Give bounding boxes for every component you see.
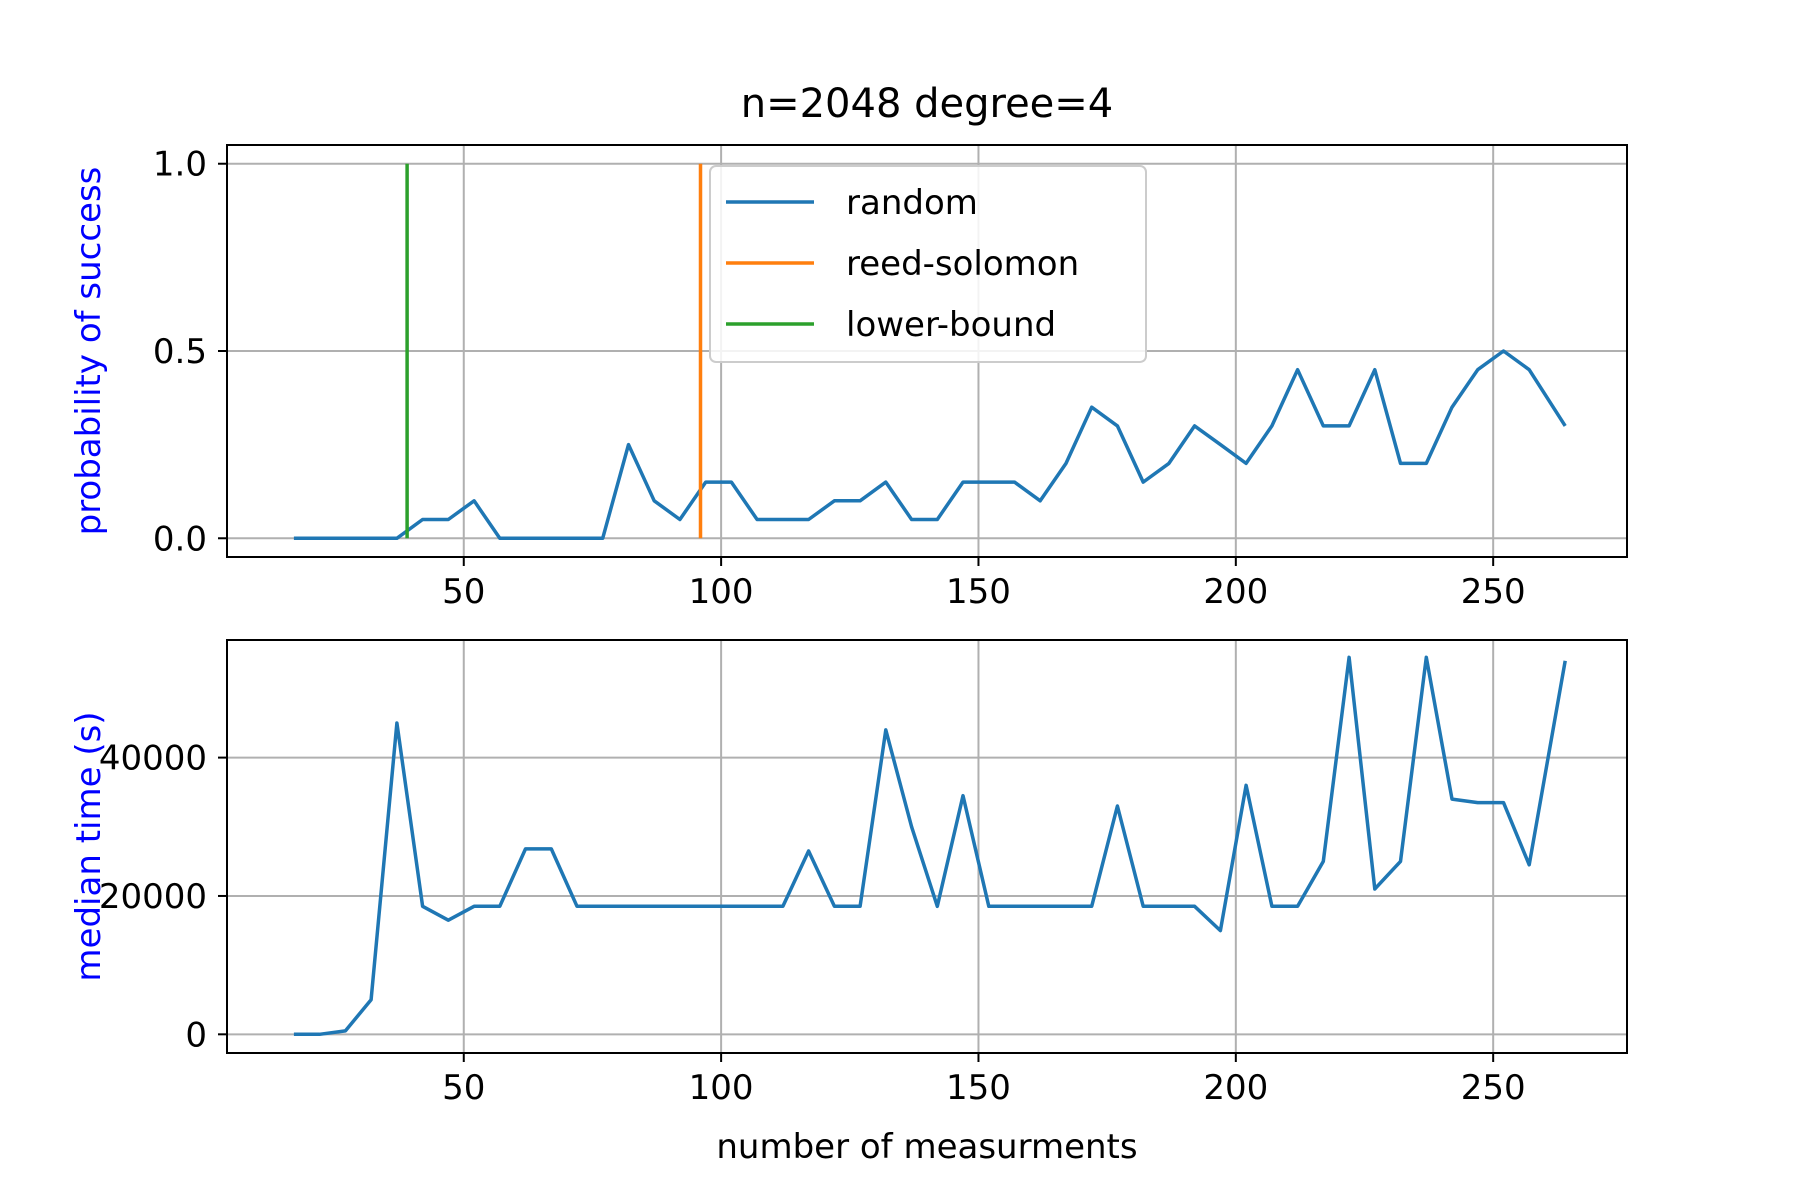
y-tick-label: 40000 [99, 739, 207, 779]
y-tick-label: 0.0 [153, 519, 207, 559]
legend-label-reed-solomon: reed-solomon [846, 244, 1079, 284]
x-tick-label: 50 [442, 572, 485, 612]
y-axis-label-bottom: median time (s) [69, 711, 109, 981]
x-axis-label: number of measurments [716, 1127, 1137, 1167]
series-line-random [293, 349, 1567, 541]
y-tick-label: 0 [185, 1015, 207, 1055]
legend-label-random: random [846, 183, 978, 223]
series-lines-top [293, 163, 1567, 541]
series-line-median-time [293, 655, 1567, 1037]
subplot-median-time: 50 100 150 200 250 0 20000 40000 number of meas… [69, 639, 1628, 1167]
axes-frame-bottom [226, 639, 1628, 1054]
legend: random reed-solomon lower-bound [709, 165, 1147, 363]
series-lines-bottom [293, 655, 1567, 1037]
y-axis-label-top: probability of success [69, 167, 109, 536]
x-tick-label: 200 [1203, 1068, 1268, 1108]
y-tick-label: 20000 [99, 877, 207, 917]
x-tick-label: 200 [1203, 572, 1268, 612]
x-tick-label: 150 [946, 572, 1011, 612]
x-tick-label: 250 [1461, 572, 1526, 612]
x-tick-label: 100 [689, 1068, 754, 1108]
x-tick-label: 150 [946, 1068, 1011, 1108]
ticks-top: 50 100 150 200 250 0.0 0.5 1.0 [153, 145, 1526, 612]
y-tick-label: 1.0 [153, 145, 207, 185]
ticks-bottom: 50 100 150 200 250 0 20000 40000 [99, 739, 1526, 1108]
x-tick-label: 250 [1461, 1068, 1526, 1108]
grid-lines-bottom [227, 640, 1627, 1053]
chart-title: n=2048 degree=4 [741, 81, 1114, 127]
legend-box [709, 165, 1147, 363]
x-tick-label: 50 [442, 1068, 485, 1108]
y-tick-label: 0.5 [153, 332, 207, 372]
legend-label-lower-bound: lower-bound [846, 305, 1056, 345]
x-tick-label: 100 [689, 572, 754, 612]
